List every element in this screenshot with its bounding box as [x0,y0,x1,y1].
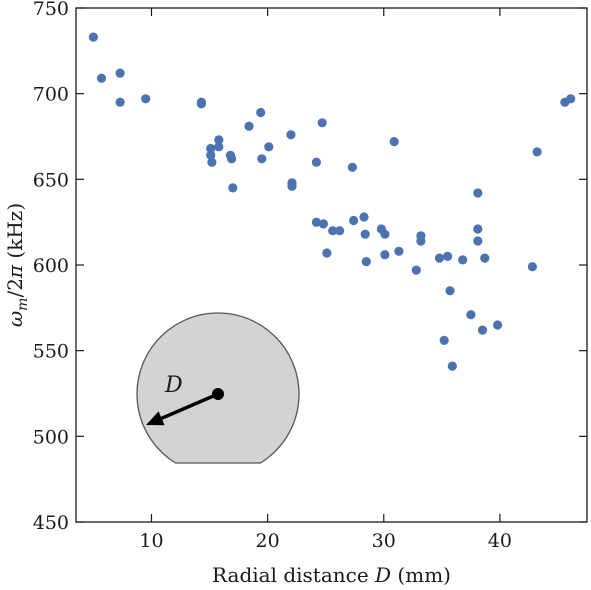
data-point [349,215,359,226]
data-point [88,32,98,42]
x-tick-label: 40 [488,530,512,552]
data-point [206,150,216,160]
data-point [286,130,296,140]
y-axis-label: ωm/2π (kHz) [3,203,31,327]
data-point [380,229,390,239]
y-tick-label: 700 [33,84,69,106]
data-point [196,99,206,109]
data-point [115,68,125,78]
data-point [473,224,483,234]
data-point [287,181,297,191]
data-point [264,142,274,152]
y-tick-label: 600 [33,255,69,277]
data-point [473,188,483,198]
data-point [311,217,321,227]
data-points [88,32,576,371]
data-point [214,142,224,152]
x-tick-label: 20 [256,530,280,552]
data-point [361,257,371,267]
y-tick-label: 450 [33,512,69,534]
data-point [311,157,321,167]
data-point [532,147,542,157]
axis-ticks: 10 20 30 40 450 500 550 600 650 700 750 [33,0,587,552]
data-point [566,94,576,104]
data-point [206,143,216,154]
data-point [214,135,224,145]
data-point [443,251,453,261]
data-point [434,253,445,263]
data-point [473,236,483,246]
data-point [96,73,107,83]
data-point [318,219,328,229]
data-point [257,154,267,164]
data-point [115,97,125,107]
disk-center-dot [212,388,224,400]
data-point [322,248,332,258]
data-point [244,121,254,131]
data-point [228,183,238,193]
data-point [445,286,455,296]
radius-arrow [160,392,219,420]
data-point [347,162,357,172]
data-point [227,154,237,164]
y-tick-label: 650 [33,169,69,191]
data-point [389,137,399,147]
x-tick-label: 10 [139,530,163,552]
data-point [256,107,266,118]
data-point [477,325,488,335]
data-point [458,255,468,265]
data-point [207,157,217,167]
y-tick-label: 550 [33,341,69,363]
data-point [380,250,390,260]
radius-label: D [164,373,183,398]
data-point [447,361,457,371]
x-tick-label: 30 [372,530,396,552]
y-tick-label: 750 [33,0,69,20]
y-tick-label: 500 [33,426,69,448]
data-point [439,335,449,345]
data-point [493,320,503,330]
resonator-disk-shape [136,312,300,464]
data-point [466,310,476,320]
data-point [527,262,538,272]
data-point [141,94,151,104]
data-point [360,229,370,239]
inset-illustration: D [136,312,300,464]
data-point [335,226,345,236]
data-point [480,253,490,263]
data-point [411,265,421,275]
data-point [317,118,327,128]
data-point [359,212,369,222]
data-point [328,226,338,236]
data-point [416,236,426,246]
x-axis-label: Radial distance D (mm) [212,563,451,587]
plot-frame [75,7,588,523]
data-point [394,246,404,256]
radius-arrowhead [146,411,165,426]
